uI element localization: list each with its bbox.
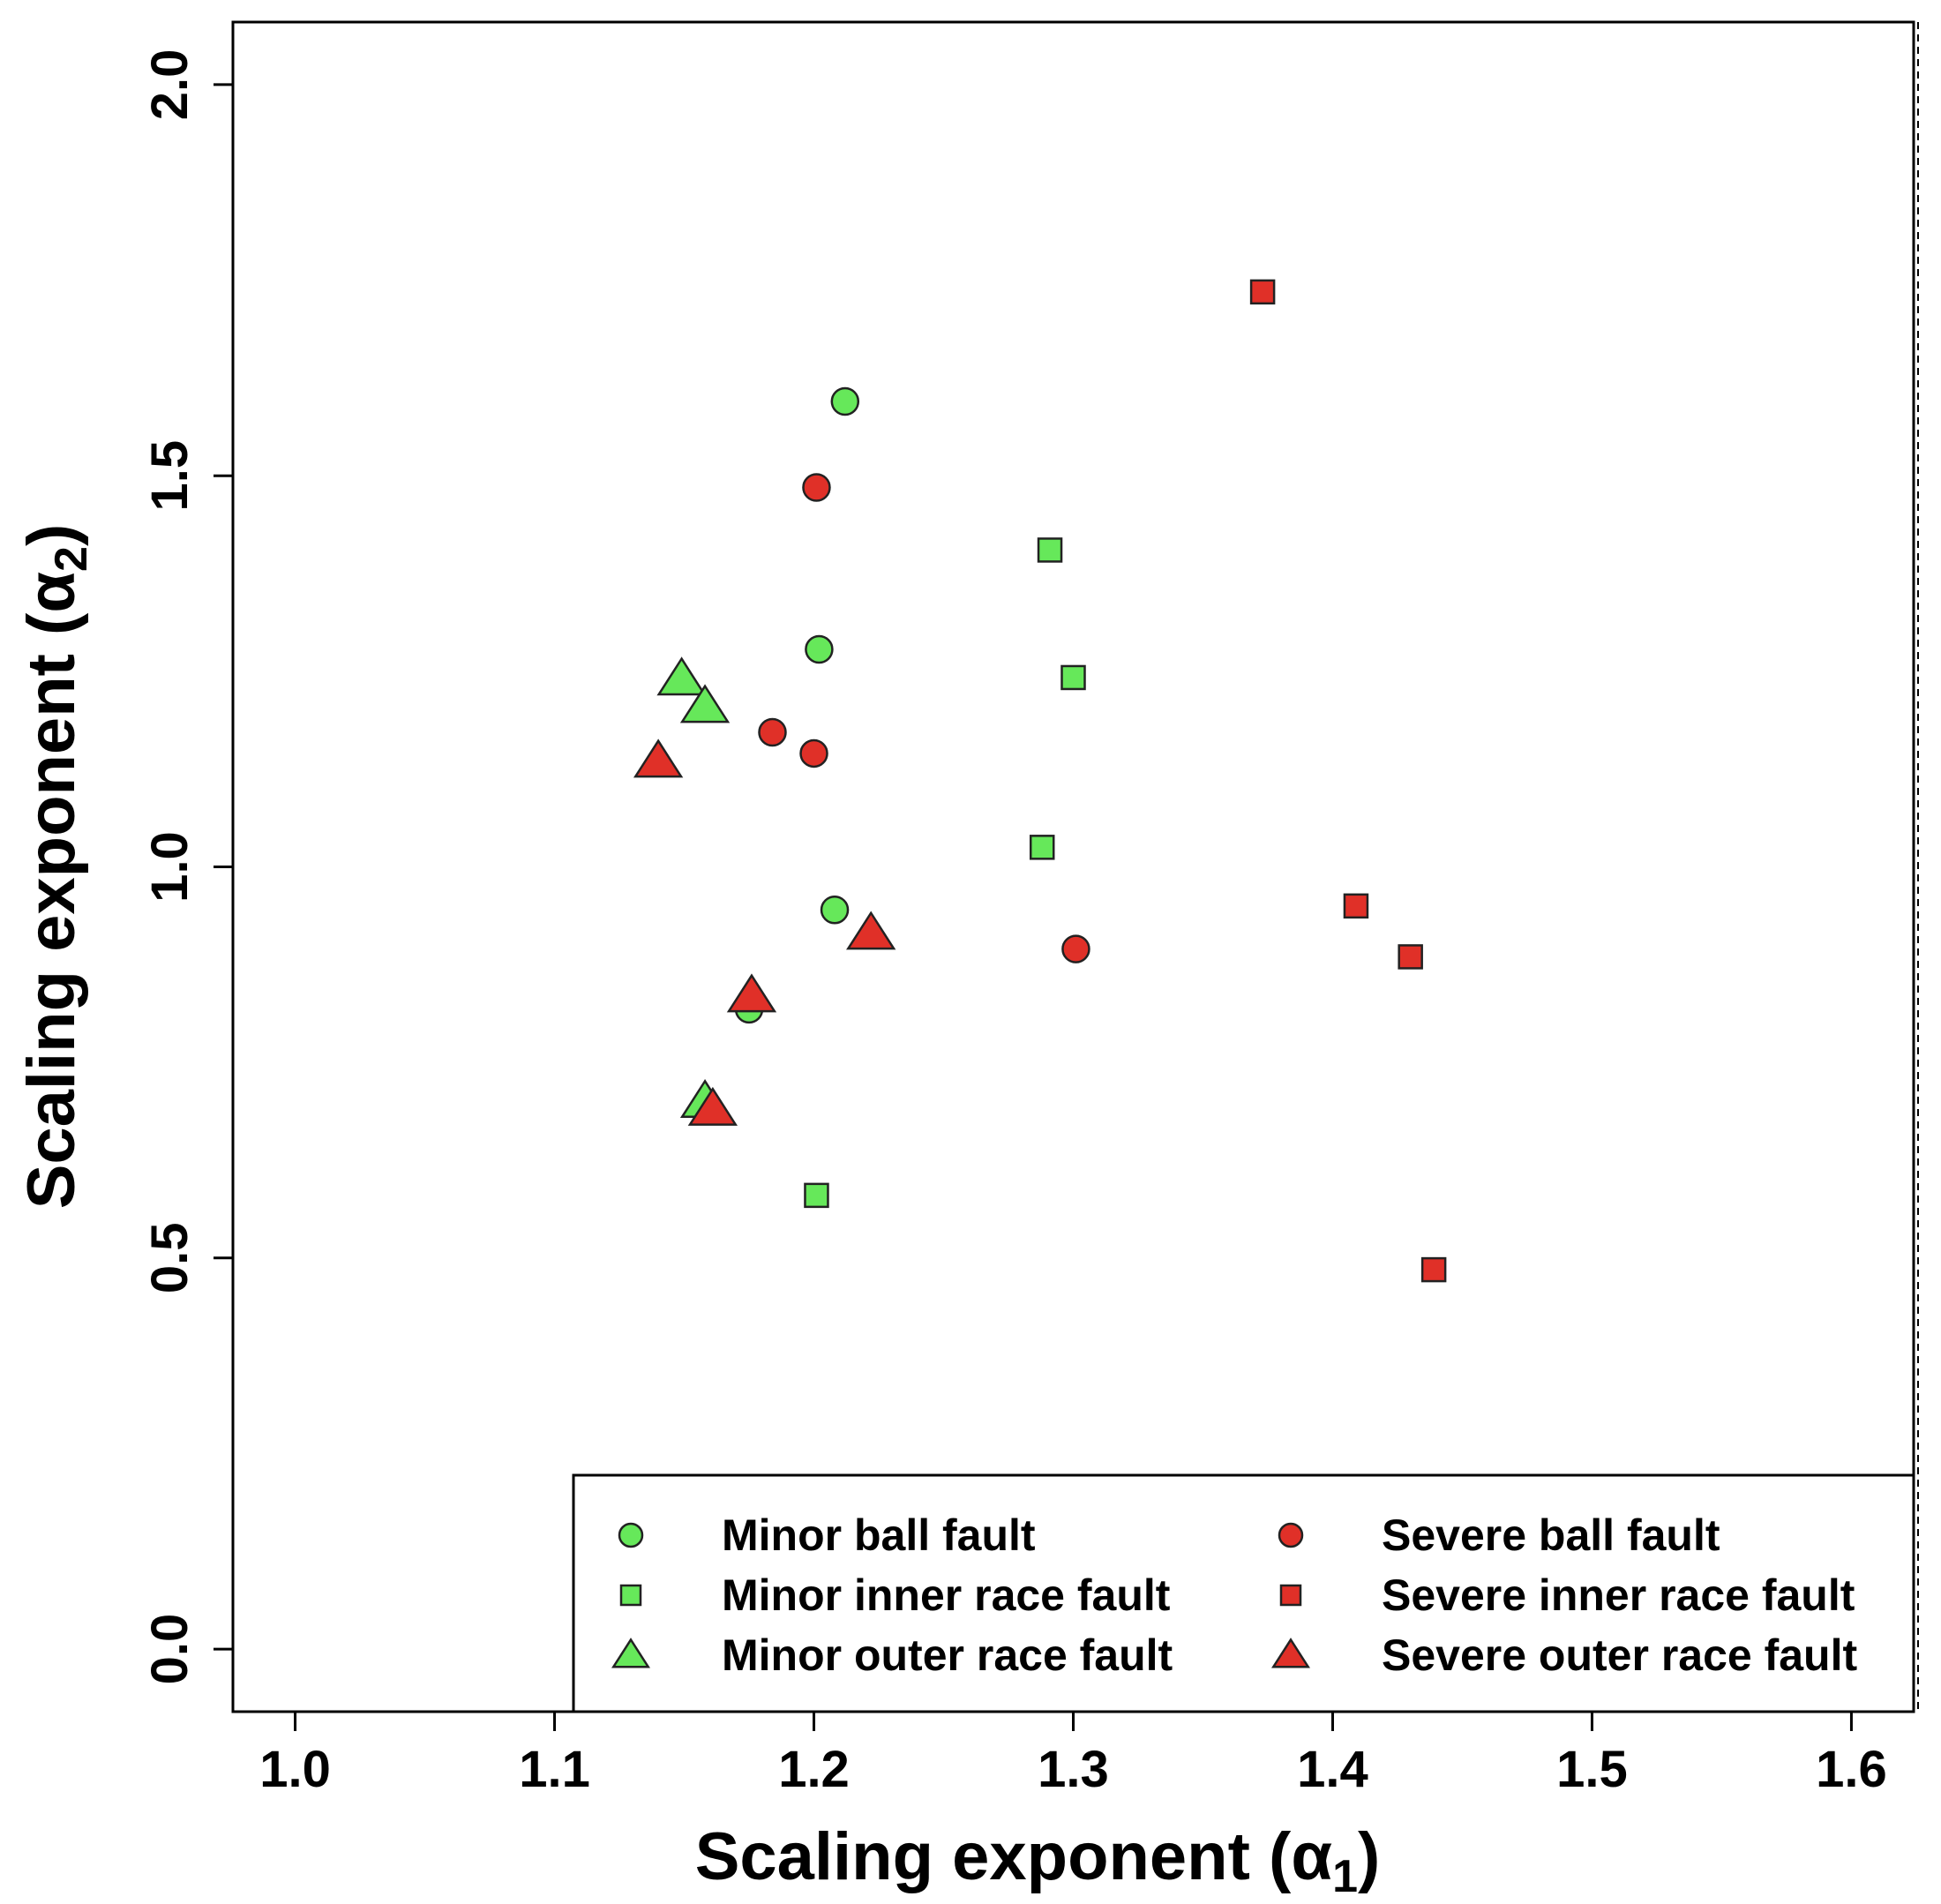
severe-inner-race-fault-point — [1398, 944, 1423, 970]
legend-label-severe-outer-race-fault: Severe outer race fault — [1382, 1630, 1857, 1680]
severe-ball-fault-point — [802, 473, 831, 502]
legend-label-severe-inner-race-fault: Severe inner race fault — [1382, 1570, 1855, 1620]
x-tick-label: 1.4 — [1297, 1741, 1368, 1798]
minor-ball-fault-point — [830, 386, 860, 416]
x-axis-title: Scaling exponent (α1) — [695, 1819, 1381, 1902]
legend-marker-severe-inner-race-fault — [1279, 1584, 1302, 1607]
severe-outer-race-fault-point — [633, 738, 684, 778]
minor-inner-race-fault-point — [1037, 537, 1063, 563]
legend-box — [572, 1473, 1915, 1713]
severe-inner-race-fault-point — [1343, 893, 1369, 919]
minor-outer-race-fault-point — [679, 684, 731, 723]
x-tick-label: 1.0 — [259, 1741, 331, 1798]
legend-marker-severe-outer-race-fault — [1271, 1638, 1310, 1668]
data-points — [633, 279, 1447, 1283]
y-axis-title: Scaling exponent (α2) — [14, 524, 97, 1210]
legend-marker-minor-outer-race-fault — [611, 1638, 650, 1668]
x-axis: 1.0 1.1 1.2 1.3 1.4 1.5 1.6 — [259, 1710, 1887, 1798]
legend: Minor ball fault Minor inner race fault Mi… — [572, 1473, 1915, 1713]
severe-inner-race-fault-point — [1420, 1256, 1447, 1283]
legend-label-minor-inner-race-fault: Minor inner race fault — [722, 1570, 1171, 1620]
y-tick-label: 2.0 — [141, 49, 199, 121]
severe-outer-race-fault-point — [687, 1086, 738, 1126]
legend-marker-severe-ball-fault — [1278, 1522, 1304, 1548]
minor-inner-race-fault-point — [804, 1182, 829, 1209]
y-axis: 0.0 0.5 1.0 1.5 2.0 — [141, 49, 235, 1685]
y-tick-label: 1.0 — [141, 831, 199, 903]
severe-outer-race-fault-point — [846, 911, 896, 950]
severe-inner-race-fault-point — [1249, 279, 1276, 305]
minor-inner-race-fault-point — [1060, 664, 1086, 691]
x-tick-label: 1.5 — [1556, 1741, 1628, 1798]
severe-ball-fault-point — [799, 738, 828, 768]
severe-outer-race-fault-point — [726, 973, 777, 1013]
minor-ball-fault-point — [805, 634, 834, 664]
y-tick-label: 1.5 — [141, 440, 199, 512]
legend-label-severe-ball-fault: Severe ball fault — [1382, 1510, 1720, 1560]
x-tick-label: 1.2 — [778, 1741, 850, 1798]
legend-marker-minor-inner-race-fault — [619, 1584, 642, 1607]
x-tick-label: 1.1 — [519, 1741, 590, 1798]
severe-ball-fault-point — [758, 717, 787, 747]
legend-label-minor-outer-race-fault: Minor outer race fault — [722, 1630, 1173, 1680]
legend-label-minor-ball-fault: Minor ball fault — [722, 1510, 1036, 1560]
y-tick-label: 0.5 — [141, 1222, 199, 1293]
x-tick-label: 1.6 — [1816, 1741, 1887, 1798]
minor-ball-fault-point — [820, 896, 850, 925]
y-tick-label: 0.0 — [141, 1614, 199, 1685]
minor-outer-race-fault-point — [656, 656, 707, 696]
minor-inner-race-fault-point — [1029, 835, 1055, 860]
severe-ball-fault-point — [1061, 934, 1090, 963]
plot-frame — [231, 20, 1915, 1713]
legend-marker-minor-ball-fault — [618, 1522, 644, 1548]
x-tick-label: 1.3 — [1038, 1741, 1109, 1798]
